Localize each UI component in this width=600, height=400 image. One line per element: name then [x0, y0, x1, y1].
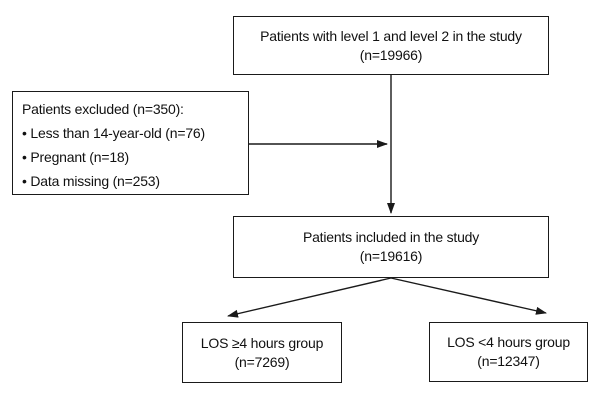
box-los-lt4-count: (n=12347)	[477, 353, 540, 369]
box-los-ge4-count: (n=7269)	[234, 353, 290, 370]
arrow-included-to-los-ge	[227, 277, 392, 318]
box-los-lt4-group: LOS <4 hours group (n=12347)	[429, 322, 588, 382]
box-los-lt4-line1: LOS <4 hours group	[447, 334, 570, 350]
excluded-bullet-age: • Less than 14-year-old (n=76)	[22, 125, 205, 141]
box-patients-with-level-1-2: Patients with level 1 and level 2 in the…	[233, 16, 549, 75]
box-top-count: (n=19966)	[359, 46, 423, 63]
box-los-ge4-group: LOS ≥4 hours group (n=7269)	[182, 322, 342, 383]
box-patients-included: Patients included in the study (n=19616)	[233, 216, 549, 278]
box-top-line1: Patients with level 1 and level 2 in the…	[260, 27, 522, 44]
excluded-bullet-data-missing: • Data missing (n=253)	[22, 173, 160, 189]
excluded-bullet-pregnant: • Pregnant (n=18)	[22, 149, 129, 165]
excluded-title: Patients excluded (n=350):	[22, 101, 184, 117]
box-patients-excluded: Patients excluded (n=350): • Less than 1…	[12, 91, 249, 195]
box-los-ge4-line1: LOS ≥4 hours group	[200, 334, 324, 351]
box-included-count: (n=19616)	[359, 248, 423, 264]
arrow-included-to-los-lt	[390, 277, 547, 315]
box-included-line1: Patients included in the study	[302, 229, 480, 245]
